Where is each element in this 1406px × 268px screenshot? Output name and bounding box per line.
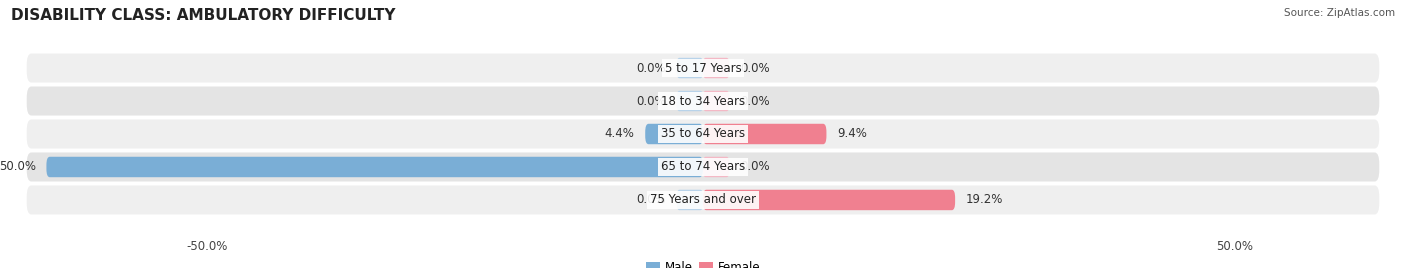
Text: 75 Years and over: 75 Years and over xyxy=(650,193,756,206)
FancyBboxPatch shape xyxy=(676,190,703,210)
Text: 5 to 17 Years: 5 to 17 Years xyxy=(665,62,741,75)
Legend: Male, Female: Male, Female xyxy=(641,256,765,268)
Text: 65 to 74 Years: 65 to 74 Years xyxy=(661,161,745,173)
FancyBboxPatch shape xyxy=(703,58,730,78)
FancyBboxPatch shape xyxy=(27,54,1379,83)
FancyBboxPatch shape xyxy=(703,190,955,210)
Text: DISABILITY CLASS: AMBULATORY DIFFICULTY: DISABILITY CLASS: AMBULATORY DIFFICULTY xyxy=(11,8,395,23)
Text: 0.0%: 0.0% xyxy=(740,62,769,75)
FancyBboxPatch shape xyxy=(645,124,703,144)
FancyBboxPatch shape xyxy=(46,157,703,177)
Text: 0.0%: 0.0% xyxy=(740,161,769,173)
FancyBboxPatch shape xyxy=(676,58,703,78)
Text: 0.0%: 0.0% xyxy=(637,62,666,75)
Text: 0.0%: 0.0% xyxy=(637,95,666,107)
FancyBboxPatch shape xyxy=(27,185,1379,214)
FancyBboxPatch shape xyxy=(703,157,730,177)
Text: 0.0%: 0.0% xyxy=(740,95,769,107)
Text: 19.2%: 19.2% xyxy=(966,193,1002,206)
Text: 50.0%: 50.0% xyxy=(1216,240,1253,254)
Text: 4.4%: 4.4% xyxy=(605,128,634,140)
FancyBboxPatch shape xyxy=(703,91,730,111)
Text: -50.0%: -50.0% xyxy=(186,240,228,254)
Text: 0.0%: 0.0% xyxy=(637,193,666,206)
FancyBboxPatch shape xyxy=(27,87,1379,116)
Text: 18 to 34 Years: 18 to 34 Years xyxy=(661,95,745,107)
FancyBboxPatch shape xyxy=(703,124,827,144)
FancyBboxPatch shape xyxy=(27,120,1379,148)
Text: 9.4%: 9.4% xyxy=(837,128,868,140)
FancyBboxPatch shape xyxy=(676,91,703,111)
Text: 35 to 64 Years: 35 to 64 Years xyxy=(661,128,745,140)
FancyBboxPatch shape xyxy=(27,152,1379,181)
Text: Source: ZipAtlas.com: Source: ZipAtlas.com xyxy=(1284,8,1395,18)
Text: 50.0%: 50.0% xyxy=(0,161,37,173)
